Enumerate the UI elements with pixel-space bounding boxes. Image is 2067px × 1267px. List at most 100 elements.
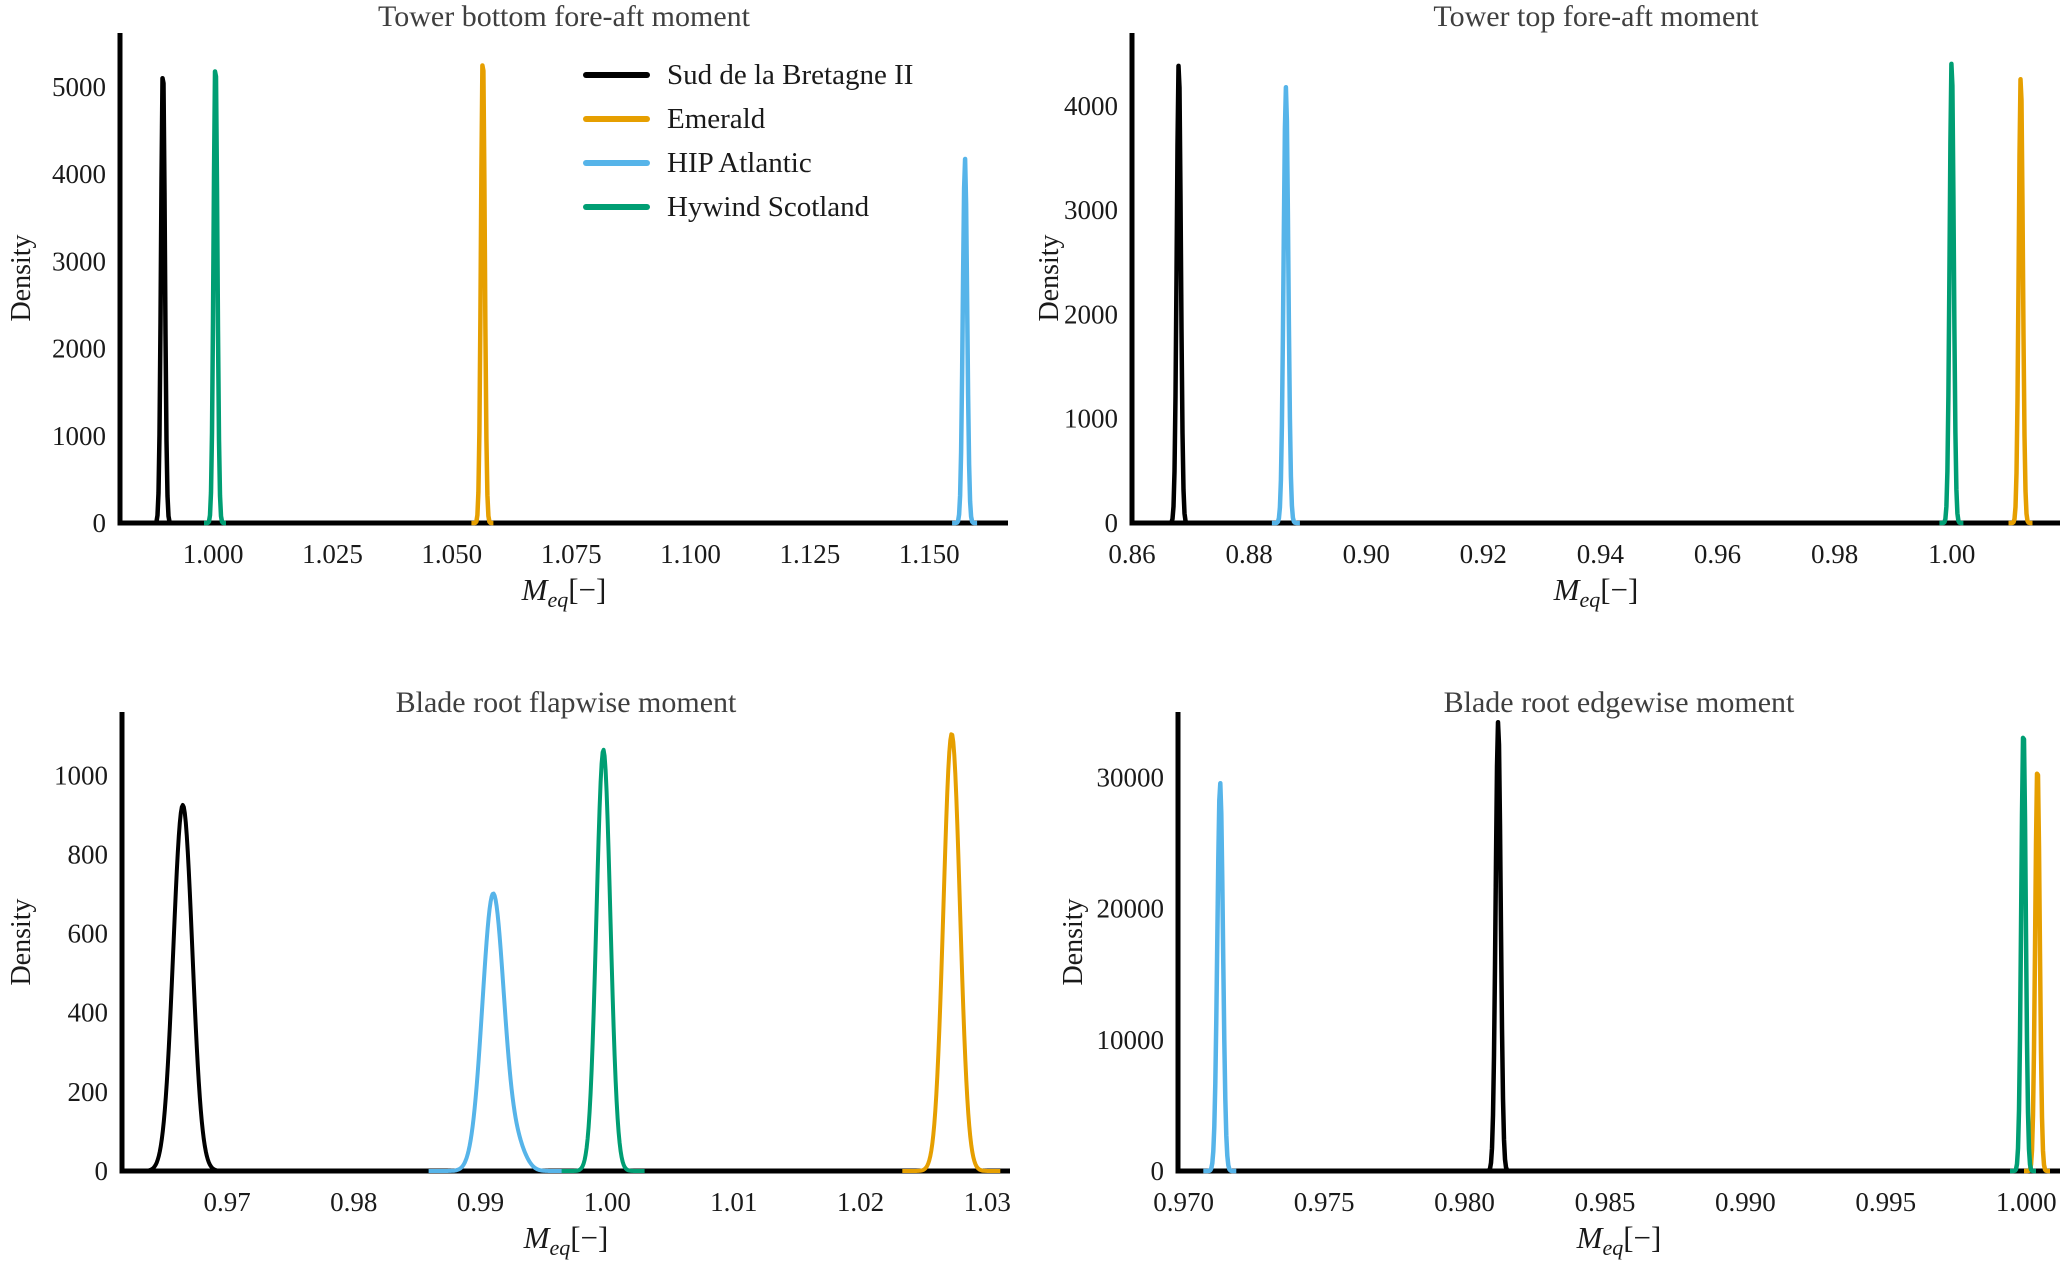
xlabel-units: [−] xyxy=(1623,1220,1662,1255)
subplot-tower-top-fore-aft: Tower top fore-aft moment Density 0.86 0.… xyxy=(1034,0,2067,631)
xlabel-subscript: eq xyxy=(547,587,569,613)
y-tick-label: 0 xyxy=(93,508,107,538)
y-tick-label: 4000 xyxy=(1064,91,1118,121)
density-curve-hywind-scotland xyxy=(202,69,228,526)
density-curve-sud-de-la-bretagne-ii xyxy=(1481,719,1515,1174)
x-tick-label: 1.050 xyxy=(421,539,482,569)
x-tick-label: 1.125 xyxy=(780,539,841,569)
x-tick-label: 0.92 xyxy=(1460,539,1507,569)
page-title: Tower top fore-aft moment xyxy=(1433,0,1759,33)
y-tick-label: 1000 xyxy=(52,421,106,451)
x-tick-label: 0.88 xyxy=(1225,539,1272,569)
density-curve-sud-de-la-bretagne-ii xyxy=(1165,63,1192,526)
x-tick-label: 0.98 xyxy=(1811,539,1858,569)
subplot-blade-root-edgewise: Blade root edgewise moment Density 0.970… xyxy=(1034,632,2067,1263)
plot-canvas-tower-bottom: 1.000 1.025 1.050 1.075 1.100 1.125 1.150 0 1000… xyxy=(52,33,1008,569)
y-tick-label: 2000 xyxy=(52,334,106,364)
legend-item-sud-de-la-bretagne: Sud de la Bretagne II xyxy=(583,53,913,97)
x-tick-label: 1.00 xyxy=(584,1187,631,1217)
xlabel-variable: M xyxy=(523,1220,550,1255)
legend-label: Sud de la Bretagne II xyxy=(667,58,914,91)
y-tick-label: 5000 xyxy=(52,72,106,102)
density-curve-hip-atlantic xyxy=(427,891,571,1173)
density-curve-hywind-scotland xyxy=(2008,735,2038,1174)
density-curve-hywind-scotland xyxy=(560,747,646,1173)
x-axis-label: Meq[−] xyxy=(1132,571,2060,619)
xlabel-variable: M xyxy=(1576,1220,1603,1255)
y-tick-label: 800 xyxy=(68,839,109,869)
plot-canvas-blade-flapwise: 0.97 0.98 0.99 1.00 1.01 1.02 1.03 0 200 400 600 80… xyxy=(54,712,1011,1217)
y-tick-label: 0 xyxy=(1151,1156,1165,1186)
xlabel-subscript: eq xyxy=(1602,1235,1624,1261)
density-curve-sud-de-la-bretagne-ii xyxy=(124,803,241,1173)
density-curve-hywind-scotland xyxy=(1938,61,1965,526)
x-tick-label: 0.970 xyxy=(1153,1187,1214,1217)
density-curve-emerald xyxy=(2007,77,2034,526)
x-tick-label: 0.90 xyxy=(1343,539,1390,569)
x-tick-label: 1.025 xyxy=(302,539,363,569)
x-tick-label: 1.150 xyxy=(899,539,960,569)
legend-line-swatch-blue xyxy=(583,160,650,166)
axis-spines xyxy=(117,33,1008,526)
plot-canvas-blade-edgewise: 0.970 0.975 0.980 0.985 0.990 0.995 1.000 0 1000… xyxy=(1097,712,2060,1217)
x-tick-label: 0.990 xyxy=(1715,1187,1776,1217)
x-tick-label: 1.000 xyxy=(183,539,244,569)
xlabel-units: [−] xyxy=(570,1220,609,1255)
x-tick-label: 0.98 xyxy=(330,1187,377,1217)
plot-canvas-tower-top: 0.86 0.88 0.90 0.92 0.94 0.96 0.98 1.00 0 1000 200… xyxy=(1064,33,2060,569)
y-tick-label: 0 xyxy=(95,1156,109,1186)
y-tick-label: 3000 xyxy=(1064,195,1118,225)
xlabel-subscript: eq xyxy=(1579,587,1601,613)
legend-line-swatch-green xyxy=(583,204,650,210)
x-tick-label: 0.86 xyxy=(1108,539,1155,569)
legend-item-emerald: Emerald xyxy=(583,97,913,141)
x-tick-label: 1.03 xyxy=(964,1187,1011,1217)
x-tick-label: 1.01 xyxy=(710,1187,757,1217)
subplot-blade-root-flapwise: Blade root flapwise moment Density 0.97 0… xyxy=(0,632,1033,1263)
axis-spines xyxy=(1129,33,2060,526)
x-tick-label: 1.02 xyxy=(837,1187,884,1217)
xlabel-units: [−] xyxy=(568,572,607,607)
x-tick-label: 1.00 xyxy=(1928,539,1975,569)
y-tick-label: 10000 xyxy=(1097,1025,1165,1055)
y-tick-label: 2000 xyxy=(1064,300,1118,330)
y-tick-label: 200 xyxy=(68,1077,109,1107)
x-tick-label: 1.000 xyxy=(1996,1187,2057,1217)
x-tick-label: 0.99 xyxy=(457,1187,504,1217)
x-tick-label: 0.995 xyxy=(1855,1187,1916,1217)
page-title: Blade root flapwise moment xyxy=(395,686,737,719)
axis-spines xyxy=(1175,712,2060,1174)
xlabel-units: [−] xyxy=(1600,572,1639,607)
density-curve-hip-atlantic xyxy=(1270,85,1302,526)
x-tick-label: 1.100 xyxy=(660,539,721,569)
x-tick-label: 1.075 xyxy=(541,539,602,569)
y-tick-label: 30000 xyxy=(1097,763,1165,793)
density-curve-sud-de-la-bretagne-ii xyxy=(150,75,175,526)
xlabel-subscript: eq xyxy=(549,1235,571,1261)
legend-label: HIP Atlantic xyxy=(667,146,812,179)
x-tick-label: 0.975 xyxy=(1294,1187,1355,1217)
y-tick-label: 400 xyxy=(68,998,109,1028)
xlabel-variable: M xyxy=(1553,572,1580,607)
y-tick-label: 4000 xyxy=(52,159,106,189)
y-tick-label: 3000 xyxy=(52,246,106,276)
legend-line-swatch-black xyxy=(583,72,650,78)
legend-item-hywind-scotland: Hywind Scotland xyxy=(583,185,913,229)
x-axis-label: Meq[−] xyxy=(120,571,1008,619)
axis-spines xyxy=(119,712,1010,1174)
y-tick-label: 1000 xyxy=(1064,404,1118,434)
page-title: Blade root edgewise moment xyxy=(1443,686,1795,719)
density-curve-emerald xyxy=(470,63,495,526)
legend-line-swatch-orange xyxy=(583,116,650,122)
legend-label: Hywind Scotland xyxy=(667,190,870,223)
y-tick-label: 600 xyxy=(68,919,109,949)
x-axis-label: Meq[−] xyxy=(1178,1219,2060,1267)
xlabel-variable: M xyxy=(521,572,548,607)
y-tick-label: 20000 xyxy=(1097,894,1165,924)
density-curve-emerald xyxy=(2022,771,2052,1174)
subplot-tower-bottom-fore-aft: Tower bottom fore-aft moment Density 1.0… xyxy=(0,0,1033,631)
density-curve-hip-atlantic xyxy=(950,156,979,526)
density-curve-emerald xyxy=(901,732,1002,1173)
y-tick-label: 1000 xyxy=(54,760,108,790)
